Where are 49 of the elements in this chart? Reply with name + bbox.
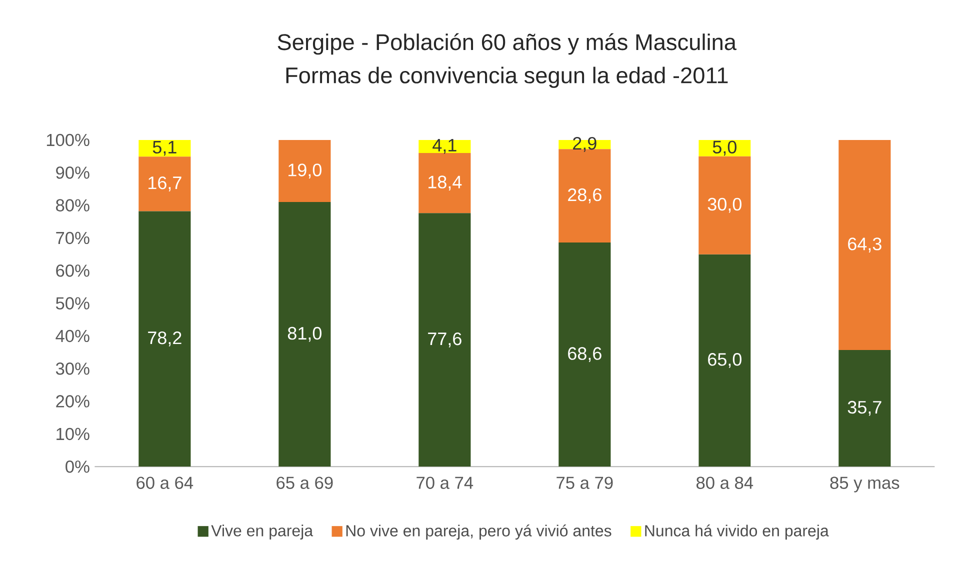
bar — [418, 213, 471, 467]
bar — [838, 350, 891, 467]
x-tick-label: 85 y mas — [830, 476, 900, 492]
data-label: 30,0 — [708, 198, 742, 213]
data-label: 16,7 — [148, 176, 182, 192]
y-tick-label: 0% — [66, 460, 90, 473]
chart-subtitle: Formas de convivencia segun la edad -2011 — [286, 66, 728, 88]
bar — [698, 156, 751, 254]
data-label: 4,1 — [432, 139, 456, 154]
bar — [138, 156, 191, 212]
data-label: 2,9 — [573, 136, 596, 152]
bar — [278, 140, 331, 202]
data-label: 68,6 — [568, 347, 602, 362]
legend-label: Nunca há vivido en pareja — [645, 524, 829, 540]
x-tick-label: 60 a 64 — [136, 476, 194, 489]
data-label: 5,1 — [152, 140, 176, 156]
bar — [278, 202, 331, 467]
legend-label: No vive en pareja, pero yá vivió antes — [346, 524, 612, 540]
data-label: 28,6 — [568, 188, 602, 204]
bar — [418, 153, 471, 214]
x-tick-label: 75 a 79 — [556, 476, 613, 489]
data-label: 35,7 — [848, 400, 882, 416]
legend-label: Vive en pareja — [211, 524, 314, 540]
y-tick-label: 40% — [56, 330, 90, 342]
y-tick-label: 90% — [56, 166, 90, 179]
data-label: 64,3 — [848, 238, 882, 252]
x-tick-label: 65 a 69 — [276, 476, 333, 489]
bar — [138, 211, 191, 467]
y-tick-label: 100% — [46, 134, 90, 146]
y-tick-label: 30% — [56, 362, 90, 375]
data-label: 78,2 — [148, 331, 182, 346]
data-label: 77,6 — [428, 332, 462, 348]
y-tick-label: 70% — [56, 232, 90, 244]
data-label: 19,0 — [288, 164, 322, 178]
y-tick-label: 10% — [56, 428, 90, 440]
bar — [558, 242, 611, 467]
x-tick-label: 80 a 84 — [696, 476, 754, 489]
data-label: 18,4 — [428, 176, 462, 191]
y-tick-label: 60% — [56, 264, 90, 277]
bar — [838, 140, 891, 350]
bar — [698, 254, 751, 467]
data-label: 81,0 — [288, 326, 322, 342]
data-label: 5,0 — [712, 140, 736, 156]
chart-title: Sergipe - Población 60 años y más Masculina — [278, 33, 737, 55]
y-tick-label: 50% — [56, 297, 90, 310]
x-tick-label: 70 a 74 — [416, 476, 474, 489]
y-tick-label: 80% — [56, 199, 90, 212]
data-label: 65,0 — [708, 353, 742, 368]
y-tick-label: 20% — [56, 395, 90, 408]
